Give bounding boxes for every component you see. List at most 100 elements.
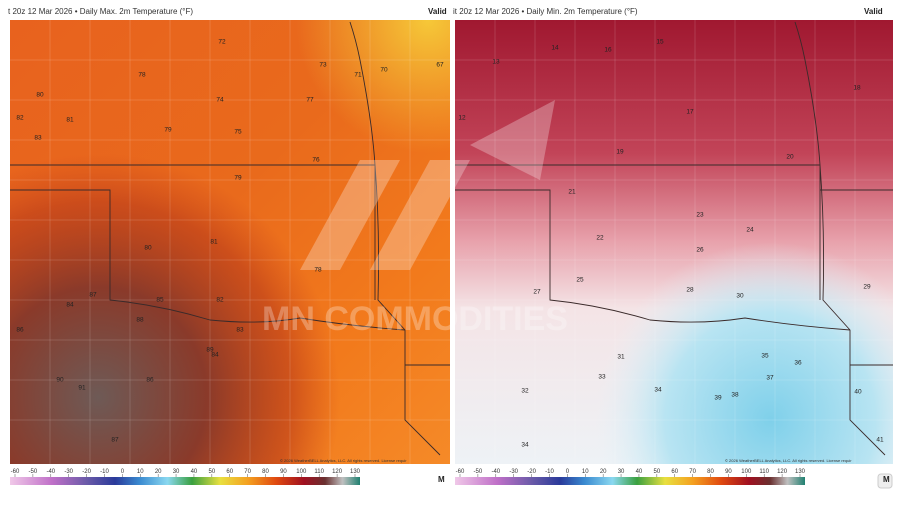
station-value: 41 bbox=[876, 437, 884, 444]
colorbar-tick-label: 40 bbox=[636, 469, 643, 475]
colorbar-tick-label: 120 bbox=[777, 469, 788, 475]
station-value: 21 bbox=[568, 189, 576, 196]
colorbar-tick-label: 130 bbox=[795, 469, 806, 475]
station-value: 74 bbox=[216, 97, 224, 104]
colorbar-tick-label: 100 bbox=[296, 469, 307, 475]
station-value: 34 bbox=[654, 387, 662, 394]
station-value: 30 bbox=[736, 293, 744, 300]
station-value: 73 bbox=[319, 62, 327, 69]
colorbar-tick-label: 10 bbox=[582, 469, 589, 475]
station-value: 39 bbox=[714, 395, 722, 402]
colorbar-tick-label: 90 bbox=[280, 469, 287, 475]
colorbar-tick-label: -40 bbox=[491, 469, 500, 475]
colorbar-tick-label: -50 bbox=[29, 469, 38, 475]
station-value: 89 bbox=[206, 347, 214, 354]
colorbar-tick-label: 50 bbox=[208, 469, 215, 475]
colorbar-tick-label: -50 bbox=[474, 469, 483, 475]
station-value: 67 bbox=[436, 62, 444, 69]
colorbar-tick-label: 50 bbox=[653, 469, 660, 475]
corner-label: M bbox=[438, 475, 445, 484]
station-value: 84 bbox=[66, 302, 74, 309]
station-value: 24 bbox=[746, 227, 754, 234]
colorbar bbox=[10, 477, 360, 485]
station-value: 90 bbox=[56, 377, 64, 384]
colorbar-tick-label: 70 bbox=[689, 469, 696, 475]
station-value: 37 bbox=[766, 375, 774, 382]
colorbar-tick-label: 70 bbox=[244, 469, 251, 475]
watermark-text: MN COMMODITIES bbox=[262, 300, 568, 338]
station-value: 79 bbox=[234, 175, 242, 182]
colorbar-tick-label: 20 bbox=[155, 469, 162, 475]
colorbar-tick-label: -60 bbox=[456, 469, 465, 475]
station-value: 87 bbox=[89, 292, 97, 299]
station-value: 78 bbox=[314, 267, 322, 274]
station-value: 70 bbox=[380, 67, 388, 74]
station-value: 83 bbox=[236, 327, 244, 334]
station-value: 86 bbox=[16, 327, 24, 334]
station-value: 40 bbox=[854, 389, 862, 396]
station-value: 79 bbox=[164, 127, 172, 134]
station-value: 25 bbox=[576, 277, 584, 284]
station-value: 29 bbox=[863, 284, 871, 291]
station-value: 13 bbox=[492, 59, 500, 66]
credit: © 2026 WeatherBELL Analytics, LLC. All r… bbox=[725, 458, 852, 463]
station-value: 82 bbox=[16, 115, 24, 122]
station-value: 23 bbox=[696, 212, 704, 219]
station-value: 76 bbox=[312, 157, 320, 164]
station-value: 38 bbox=[731, 392, 739, 399]
station-value: 15 bbox=[656, 39, 664, 46]
colorbar-tick-label: 80 bbox=[262, 469, 269, 475]
colorbar-tick-label: -40 bbox=[46, 469, 55, 475]
colorbar-tick-label: 30 bbox=[173, 469, 180, 475]
colorbar-tick-label: 100 bbox=[741, 469, 752, 475]
station-value: 26 bbox=[696, 247, 704, 254]
station-value: 28 bbox=[686, 287, 694, 294]
valid-label: Valid bbox=[864, 7, 883, 16]
station-value: 78 bbox=[138, 72, 146, 79]
colorbar-tick-label: 60 bbox=[226, 469, 233, 475]
station-value: 81 bbox=[210, 239, 218, 246]
colorbar-tick-label: 90 bbox=[725, 469, 732, 475]
station-value: 88 bbox=[136, 317, 144, 324]
station-value: 27 bbox=[533, 289, 541, 296]
panel-header: it 20z 12 Mar 2026 • Daily Min. 2m Tempe… bbox=[453, 7, 638, 16]
station-value: 18 bbox=[853, 85, 861, 92]
station-value: 80 bbox=[144, 245, 152, 252]
station-value: 35 bbox=[761, 353, 769, 360]
max-temp-map bbox=[10, 20, 450, 464]
colorbar-tick-label: 0 bbox=[566, 469, 570, 475]
colorbar-tick-label: -10 bbox=[545, 469, 554, 475]
station-value: 86 bbox=[146, 377, 154, 384]
station-value: 22 bbox=[596, 235, 604, 242]
panel-header: t 20z 12 Mar 2026 • Daily Max. 2m Temper… bbox=[8, 7, 193, 16]
colorbar-tick-label: -30 bbox=[509, 469, 518, 475]
station-value: 17 bbox=[686, 109, 694, 116]
station-value: 82 bbox=[216, 297, 224, 304]
station-value: 72 bbox=[218, 39, 226, 46]
station-value: 33 bbox=[598, 374, 606, 381]
colorbar-tick-label: 80 bbox=[707, 469, 714, 475]
station-value: 75 bbox=[234, 129, 242, 136]
station-value: 12 bbox=[458, 115, 466, 122]
station-value: 19 bbox=[616, 149, 624, 156]
colorbar-tick-label: 20 bbox=[600, 469, 607, 475]
colorbar-tick-label: -30 bbox=[64, 469, 73, 475]
colorbar-tick-label: -20 bbox=[82, 469, 91, 475]
colorbar-tick-label: 130 bbox=[350, 469, 361, 475]
colorbar-tick-label: 110 bbox=[314, 469, 324, 475]
station-value: 83 bbox=[34, 135, 42, 142]
colorbar-tick-label: 0 bbox=[121, 469, 125, 475]
credit: © 2026 WeatherBELL Analytics, LLC. All r… bbox=[280, 458, 407, 463]
colorbar-tick-label: -20 bbox=[527, 469, 536, 475]
station-value: 20 bbox=[786, 154, 794, 161]
colorbar bbox=[455, 477, 805, 485]
colorbar-tick-label: 40 bbox=[191, 469, 198, 475]
corner-label: M bbox=[883, 475, 890, 484]
colorbar-tick-label: 60 bbox=[671, 469, 678, 475]
station-value: 80 bbox=[36, 92, 44, 99]
valid-label: Valid bbox=[428, 7, 447, 16]
station-value: 32 bbox=[521, 388, 529, 395]
expand-button[interactable] bbox=[877, 473, 893, 489]
station-value: 36 bbox=[794, 360, 802, 367]
